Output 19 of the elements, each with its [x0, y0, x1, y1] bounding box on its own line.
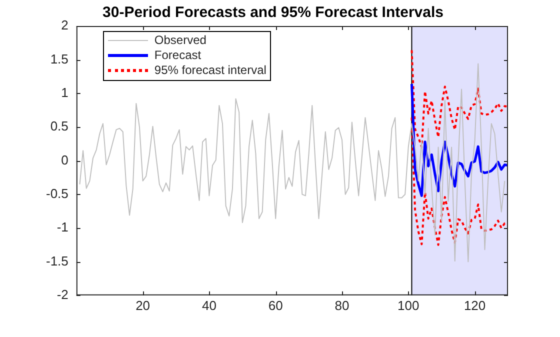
y-tick-label: -2 [56, 286, 68, 302]
x-tick-label: 100 [398, 298, 420, 313]
x-tick-label: 120 [464, 298, 486, 313]
y-tick-label: 0.5 [50, 118, 68, 134]
y-tick-label: 1 [61, 84, 68, 100]
y-tick-label: 0 [61, 152, 68, 168]
x-tick-label: 20 [136, 298, 150, 313]
legend-label: Forecast [154, 48, 202, 63]
x-tick-label: 40 [202, 298, 216, 313]
x-tick-label: 60 [268, 298, 283, 313]
legend-label: Observed [154, 33, 206, 48]
chart-title: 30-Period Forecasts and 95% Forecast Intervals [102, 4, 444, 22]
y-tick-label: 2 [61, 18, 68, 33]
legend-label: 95% forecast interval [154, 63, 266, 78]
y-tick-label: 1.5 [50, 51, 68, 66]
y-tick-label: -1.5 [46, 253, 68, 268]
y-tick-label: -1 [56, 220, 68, 235]
y-tick-label: -0.5 [46, 186, 68, 201]
x-tick-label: 80 [334, 298, 350, 313]
